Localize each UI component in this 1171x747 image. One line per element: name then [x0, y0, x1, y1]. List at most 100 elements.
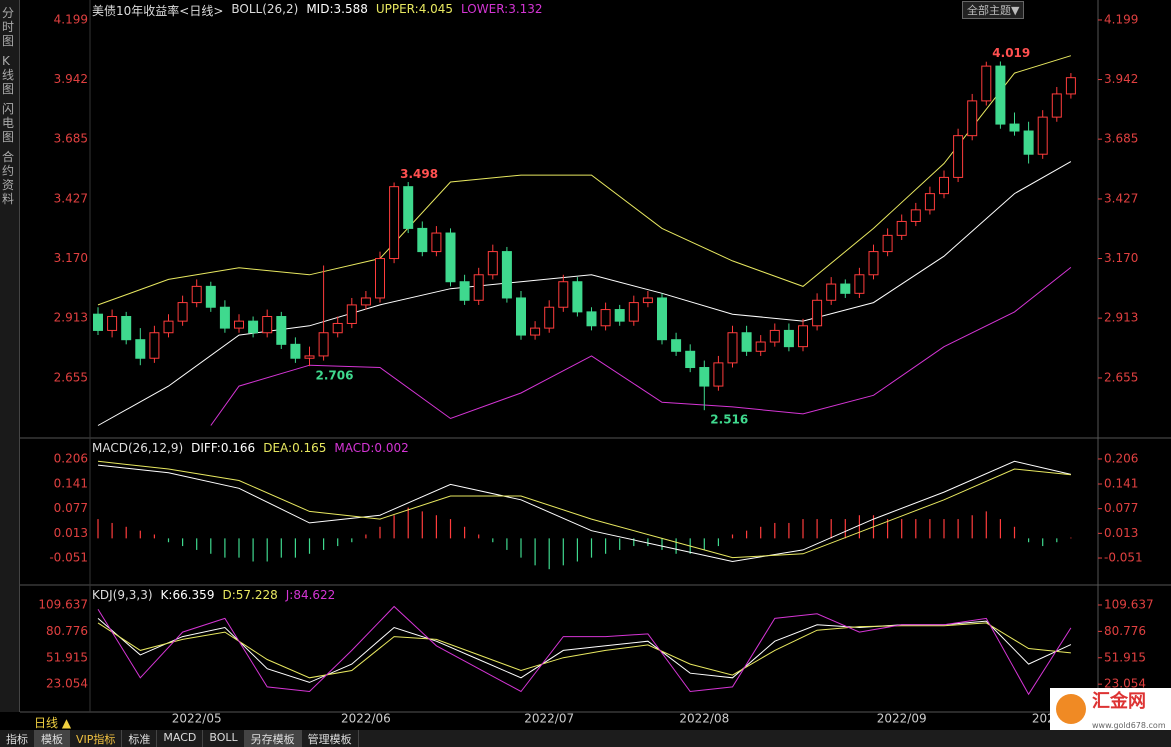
candle-body: [713, 362, 724, 387]
candle-body: [741, 332, 752, 352]
candle-body: [981, 65, 992, 102]
toolbar-tab[interactable]: 指标: [0, 730, 35, 747]
period-select[interactable]: 日线 ▲: [34, 716, 72, 730]
y-tick-label: 0.141: [1104, 477, 1138, 491]
candle-body: [558, 281, 569, 308]
candle-body: [431, 232, 442, 253]
toolbar-tab[interactable]: 管理模板: [302, 730, 359, 747]
x-tick-label: 2022/09: [877, 712, 927, 726]
candle-body: [1051, 93, 1062, 118]
pane-title: 美债10年收益率<日线>: [92, 4, 224, 18]
candle-body: [600, 309, 611, 327]
candle-body: [304, 355, 315, 359]
candle-body: [995, 65, 1006, 125]
candle-body: [1037, 116, 1048, 155]
candle-body: [445, 232, 456, 283]
candle-body: [727, 332, 738, 364]
theme-select[interactable]: 全部主题▼: [962, 1, 1025, 19]
pane-title: MACD(26,12,9): [92, 441, 184, 455]
candle-body: [135, 339, 146, 359]
candle-body: [389, 186, 400, 260]
candle-body: [262, 316, 273, 334]
candle-body: [318, 332, 329, 357]
sidebar-tab[interactable]: K线图: [2, 54, 15, 96]
candle-body: [657, 297, 667, 341]
candle-body: [544, 306, 555, 329]
legend-entry: UPPER:4.045: [375, 2, 454, 16]
y-tick-label: 3.427: [54, 191, 88, 205]
candle-body: [332, 322, 343, 334]
candle-body: [854, 274, 865, 294]
candle-body: [628, 302, 639, 322]
legend-entry: K:66.359: [160, 588, 215, 602]
candle-body: [840, 283, 851, 294]
candle-body: [896, 220, 907, 236]
legend-entry: LOWER:3.132: [461, 2, 543, 16]
y-tick-label: 3.427: [1104, 191, 1138, 205]
toolbar-tab[interactable]: BOLL: [203, 730, 245, 747]
candle-body: [501, 251, 512, 299]
candle-body: [93, 313, 103, 331]
y-tick-label: 0.013: [1104, 526, 1138, 540]
candle-body: [403, 186, 414, 229]
candle-body: [177, 302, 188, 322]
kdj-header: KDJ(9,3,3) K:66.359 D:57.228 J:84.622: [92, 588, 335, 602]
low-label: 2.706: [316, 369, 354, 383]
candle-body: [1023, 130, 1034, 155]
candle-body: [572, 281, 583, 313]
y-tick-label: 0.206: [1104, 451, 1138, 465]
x-tick-label: 2022/06: [341, 712, 391, 726]
y-tick-label: 2.655: [54, 370, 88, 384]
x-tick-label: 2022/08: [679, 712, 729, 726]
logo-url: www.gold678.com: [1092, 720, 1166, 730]
y-tick-label: 80.776: [1104, 624, 1146, 638]
indicator-line: [210, 267, 1072, 426]
indicator-line: [97, 622, 1071, 679]
candle-body: [910, 209, 921, 222]
y-tick-label: 109.637: [38, 597, 88, 611]
candle-body: [360, 297, 371, 306]
y-tick-label: 23.054: [1104, 677, 1146, 691]
toolbar-tab[interactable]: 另存模板: [244, 730, 302, 747]
y-tick-label: 80.776: [46, 624, 88, 638]
candle-body: [487, 251, 498, 276]
legend-entry: DIFF:0.166: [191, 441, 256, 455]
candle-body: [248, 320, 259, 334]
y-tick-label: 2.655: [1104, 370, 1138, 384]
toolbar-tab[interactable]: MACD: [157, 730, 204, 747]
candle-body: [967, 100, 978, 137]
candle-body: [346, 304, 357, 324]
candle-body: [798, 325, 808, 348]
legend-entry: J:84.622: [285, 588, 336, 602]
candle-body: [939, 176, 949, 195]
candle-body: [671, 339, 682, 352]
candle-body: [614, 309, 625, 322]
toolbar: 指标 模板 VIP指标 标准 MACD BOLL 另存模板 管理模板: [0, 730, 1171, 747]
candle-body: [868, 251, 879, 276]
candle-body: [755, 341, 766, 352]
candle-body: [769, 329, 780, 343]
candle-body: [812, 299, 823, 327]
toolbar-tab[interactable]: VIP指标: [70, 730, 123, 747]
legend-entry: D:57.228: [222, 588, 278, 602]
sidebar-tab[interactable]: 分时图: [2, 6, 15, 48]
candle-body: [121, 316, 132, 341]
indicator-name: BOLL(26,2): [231, 2, 299, 16]
candle-body: [149, 332, 160, 359]
candle-body: [882, 234, 893, 253]
toolbar-tab[interactable]: 标准: [122, 730, 158, 747]
candle-body: [219, 306, 230, 329]
low-label: 2.516: [710, 413, 748, 427]
toolbar-tab[interactable]: 模板: [35, 730, 70, 747]
high-label: 4.019: [992, 46, 1030, 60]
y-tick-label: 0.141: [54, 477, 88, 491]
logo: 汇金网 www.gold678.com: [1050, 688, 1171, 730]
sidebar-tab[interactable]: 闪电图: [2, 102, 15, 144]
sidebar-tab[interactable]: 合约资料: [2, 150, 15, 206]
indicator-line: [97, 605, 1072, 696]
indicator-line: [97, 618, 1072, 683]
candle-body: [530, 327, 541, 336]
y-tick-label: 4.199: [54, 12, 88, 26]
y-tick-label: 0.077: [54, 501, 88, 515]
